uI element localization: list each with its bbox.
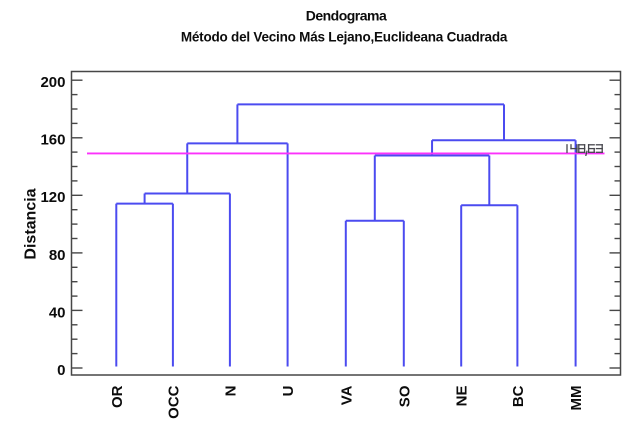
svg-text:200: 200: [40, 74, 65, 91]
svg-text:80: 80: [49, 247, 66, 264]
svg-text:SO: SO: [396, 385, 413, 407]
svg-text:OR: OR: [109, 385, 126, 408]
svg-text:OCC: OCC: [165, 385, 182, 419]
svg-text:Distancia: Distancia: [23, 188, 40, 259]
svg-text:NE: NE: [454, 386, 471, 407]
svg-text:120: 120: [40, 189, 65, 206]
svg-text:40: 40: [49, 304, 66, 321]
svg-text:160: 160: [40, 132, 65, 149]
svg-text:Método del Vecino Más Lejano,E: Método del Vecino Más Lejano,Euclideana …: [181, 30, 508, 45]
svg-text:VA: VA: [338, 385, 355, 405]
svg-text:U: U: [280, 386, 297, 397]
svg-text:BC: BC: [510, 385, 527, 407]
svg-text:Dendograma: Dendograma: [306, 8, 387, 24]
svg-text:0: 0: [57, 362, 65, 379]
svg-text:MM: MM: [568, 386, 585, 411]
svg-text:N: N: [222, 386, 239, 397]
